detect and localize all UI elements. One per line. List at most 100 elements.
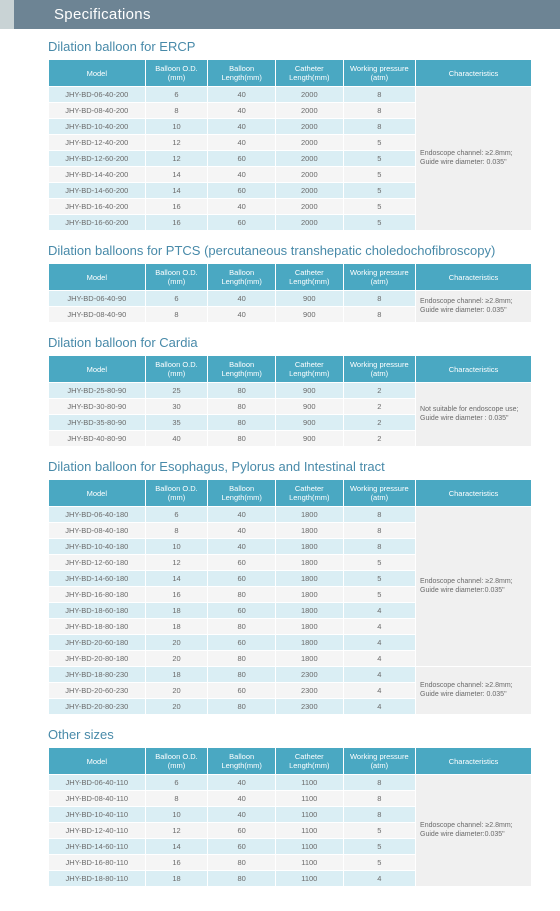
table-cell: 900 (275, 383, 343, 399)
table-cell: 60 (208, 635, 276, 651)
table-cell: 2000 (275, 103, 343, 119)
table-cell: 1100 (275, 871, 343, 887)
table-cell: 1100 (275, 839, 343, 855)
table-cell: JHY-BD-10-40-180 (49, 539, 146, 555)
table-cell: 80 (208, 399, 276, 415)
column-header: Catheter Length(mm) (275, 748, 343, 775)
table-cell: JHY-BD-14-40-200 (49, 167, 146, 183)
column-header: Model (49, 356, 146, 383)
table-cell: 8 (343, 507, 415, 523)
table-cell: 40 (208, 775, 276, 791)
column-header: Characteristics (416, 748, 532, 775)
table-cell: 80 (208, 699, 276, 715)
table-cell: 5 (343, 839, 415, 855)
table-cell: 4 (343, 667, 415, 683)
table-cell: 2300 (275, 699, 343, 715)
table-cell: JHY-BD-14-60-200 (49, 183, 146, 199)
table-cell: 8 (343, 539, 415, 555)
table-cell: 6 (145, 291, 208, 307)
table-cell: 2000 (275, 151, 343, 167)
column-header: Balloon Length(mm) (208, 60, 276, 87)
table-row: JHY-BD-18-80-230188023004Endoscope chann… (49, 667, 532, 683)
table-cell: 900 (275, 431, 343, 447)
table-cell: JHY-BD-20-80-230 (49, 699, 146, 715)
table-cell: 40 (208, 103, 276, 119)
table-cell: 1800 (275, 539, 343, 555)
table-cell: 60 (208, 183, 276, 199)
characteristics-cell: Endoscope channel: ≥2.8mm; Guide wire di… (416, 87, 532, 231)
table-cell: JHY-BD-20-60-230 (49, 683, 146, 699)
table-cell: 6 (145, 775, 208, 791)
table-cell: 8 (343, 807, 415, 823)
table-cell: 16 (145, 855, 208, 871)
table-cell: 80 (208, 651, 276, 667)
table-cell: 5 (343, 215, 415, 231)
table-cell: 1800 (275, 603, 343, 619)
column-header: Balloon Length(mm) (208, 480, 276, 507)
table-cell: JHY-BD-06-40-200 (49, 87, 146, 103)
column-header: Characteristics (416, 60, 532, 87)
table-cell: 4 (343, 619, 415, 635)
table-cell: 1100 (275, 823, 343, 839)
table-cell: 1100 (275, 807, 343, 823)
table-cell: 1100 (275, 855, 343, 871)
table-cell: 5 (343, 587, 415, 603)
table-cell: 8 (343, 119, 415, 135)
characteristics-cell: Endoscope channel: ≥2.8mm; Guide wire di… (416, 775, 532, 887)
table-cell: JHY-BD-20-80-180 (49, 651, 146, 667)
table-cell: 25 (145, 383, 208, 399)
table-cell: 14 (145, 183, 208, 199)
table-cell: JHY-BD-18-80-180 (49, 619, 146, 635)
table-cell: 8 (343, 103, 415, 119)
table-cell: 2300 (275, 683, 343, 699)
table-cell: JHY-BD-06-40-110 (49, 775, 146, 791)
table-cell: 10 (145, 539, 208, 555)
table-row: JHY-BD-06-40-11064011008Endoscope channe… (49, 775, 532, 791)
table-cell: JHY-BD-08-40-180 (49, 523, 146, 539)
table-cell: 40 (208, 807, 276, 823)
table-cell: 8 (145, 103, 208, 119)
section-title: Dilation balloon for Cardia (48, 335, 532, 350)
table-cell: JHY-BD-10-40-200 (49, 119, 146, 135)
table-cell: 40 (208, 791, 276, 807)
table-cell: JHY-BD-18-80-110 (49, 871, 146, 887)
table-cell: 40 (208, 291, 276, 307)
table-cell: 40 (208, 307, 276, 323)
table-cell: 2000 (275, 199, 343, 215)
table-cell: 60 (208, 603, 276, 619)
section-title: Dilation balloon for ERCP (48, 39, 532, 54)
table-cell: 4 (343, 871, 415, 887)
table-cell: 40 (208, 539, 276, 555)
column-header: Working pressure (atm) (343, 264, 415, 291)
table-cell: 1100 (275, 775, 343, 791)
table-cell: 20 (145, 683, 208, 699)
table-cell: 40 (208, 199, 276, 215)
table-cell: 4 (343, 603, 415, 619)
table-cell: 1100 (275, 791, 343, 807)
column-header: Model (49, 264, 146, 291)
table-cell: 10 (145, 119, 208, 135)
column-header: Working pressure (atm) (343, 480, 415, 507)
table-cell: 20 (145, 651, 208, 667)
table-cell: 8 (343, 775, 415, 791)
table-cell: 5 (343, 555, 415, 571)
table-cell: 5 (343, 167, 415, 183)
table-cell: JHY-BD-20-60-180 (49, 635, 146, 651)
table-cell: 80 (208, 667, 276, 683)
table-cell: 1800 (275, 587, 343, 603)
table-cell: 60 (208, 151, 276, 167)
column-header: Catheter Length(mm) (275, 264, 343, 291)
table-cell: 80 (208, 415, 276, 431)
column-header: Model (49, 748, 146, 775)
table-cell: 12 (145, 151, 208, 167)
table-cell: 900 (275, 307, 343, 323)
table-cell: JHY-BD-16-80-110 (49, 855, 146, 871)
table-cell: 20 (145, 699, 208, 715)
table-cell: 5 (343, 823, 415, 839)
table-cell: 14 (145, 167, 208, 183)
column-header: Model (49, 480, 146, 507)
column-header: Model (49, 60, 146, 87)
table-cell: 8 (145, 307, 208, 323)
table-cell: JHY-BD-06-40-90 (49, 291, 146, 307)
table-cell: 80 (208, 871, 276, 887)
